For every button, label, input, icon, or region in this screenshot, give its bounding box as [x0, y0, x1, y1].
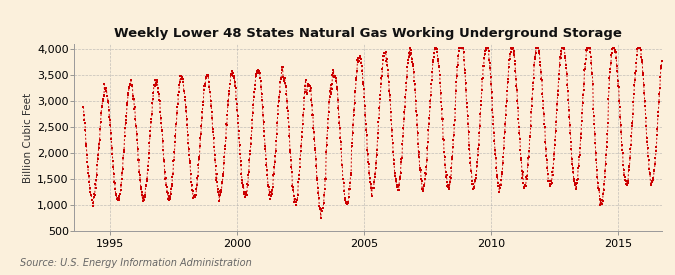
Y-axis label: Billion Cubic Feet: Billion Cubic Feet: [23, 92, 33, 183]
Text: Source: U.S. Energy Information Administration: Source: U.S. Energy Information Administ…: [20, 258, 252, 268]
Title: Weekly Lower 48 States Natural Gas Working Underground Storage: Weekly Lower 48 States Natural Gas Worki…: [114, 27, 622, 40]
